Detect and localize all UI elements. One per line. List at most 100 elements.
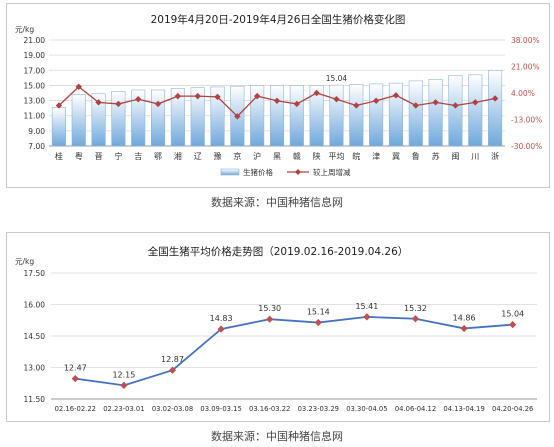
data-label: 12.15 bbox=[112, 370, 135, 379]
data-point bbox=[174, 92, 182, 100]
x-tick-label: 粤 bbox=[75, 151, 83, 161]
x-tick-label: 陕 bbox=[313, 151, 321, 161]
y-tick-left-label: 11.00 bbox=[24, 112, 46, 121]
bar bbox=[428, 79, 443, 147]
data-point bbox=[71, 375, 79, 383]
data-point bbox=[95, 99, 102, 106]
bar bbox=[190, 87, 205, 147]
x-tick-label: 皖 bbox=[352, 151, 360, 161]
x-tick-label: 宁 bbox=[114, 151, 122, 161]
x-tick-label: 沪 bbox=[253, 151, 261, 161]
data-point bbox=[353, 102, 360, 109]
data-point bbox=[115, 100, 122, 108]
bar bbox=[448, 75, 463, 147]
data-label: 14.86 bbox=[453, 313, 476, 322]
x-tick-label: 闽 bbox=[451, 152, 459, 161]
data-point bbox=[363, 313, 371, 321]
x-tick-label: 津 bbox=[372, 151, 380, 161]
x-tick-label: 03.02-03.08 bbox=[152, 405, 193, 413]
data-label: 15.04 bbox=[326, 74, 348, 83]
legend-label-price: 生猪价格 bbox=[243, 167, 273, 177]
data-point bbox=[266, 315, 274, 323]
bar bbox=[131, 89, 146, 147]
x-tick-label: 赣 bbox=[293, 151, 301, 161]
y-tick-right-label: 4.00% bbox=[511, 89, 535, 98]
bar bbox=[170, 88, 185, 147]
y-tick-label: 17.50 bbox=[24, 269, 46, 278]
x-tick-label: 湘 bbox=[174, 151, 182, 161]
bar bbox=[111, 91, 126, 147]
data-label: 15.32 bbox=[404, 304, 427, 313]
bar bbox=[369, 83, 384, 147]
data-point bbox=[509, 321, 517, 329]
x-tick-label: 晋 bbox=[95, 152, 103, 161]
source-caption-1: 数据来源：中国种猪信息网 bbox=[211, 196, 343, 209]
x-tick-label: 02.23-03.01 bbox=[103, 405, 144, 413]
bar bbox=[388, 82, 403, 147]
x-tick-label: 辽 bbox=[194, 152, 202, 161]
bar bbox=[289, 85, 304, 147]
data-label: 15.41 bbox=[355, 302, 378, 311]
bar bbox=[151, 89, 166, 147]
national-trend-chart: 全国生猪平均价格走势图（2019.02.16-2019.04.26） 元/kg 11… bbox=[15, 245, 537, 413]
data-point bbox=[234, 113, 241, 120]
source-caption-2: 数据来源：中国种猪信息网 bbox=[211, 430, 343, 443]
data-point bbox=[120, 381, 128, 389]
y-tick-left-label: 21.00 bbox=[24, 36, 46, 45]
bar bbox=[250, 85, 265, 147]
data-point bbox=[194, 92, 201, 100]
x-tick-label: 平均 bbox=[328, 151, 344, 161]
x-tick-label: 03.16-03.22 bbox=[249, 405, 290, 413]
y-axis-left-label: 元/kg bbox=[15, 25, 34, 34]
data-point bbox=[214, 93, 221, 101]
y-tick-left-label: 15.00 bbox=[24, 81, 46, 90]
data-point bbox=[314, 318, 322, 327]
x-tick-label: 03.23-03.29 bbox=[298, 405, 339, 413]
x-tick-label: 黑 bbox=[273, 152, 281, 161]
legend-swatch-change-marker bbox=[295, 169, 301, 175]
y-tick-left-label: 7.00 bbox=[28, 142, 45, 151]
x-tick-label: 京 bbox=[233, 151, 241, 161]
y-tick-label: 13.00 bbox=[24, 364, 46, 373]
legend-label-change: 较上周增减 bbox=[313, 167, 351, 177]
x-tick-label: 川 bbox=[471, 152, 479, 161]
x-tick-label: 04.06-04.12 bbox=[395, 405, 436, 413]
x-tick-label: 03.30-04.05 bbox=[346, 405, 387, 413]
y-tick-left-label: 9.00 bbox=[28, 127, 45, 136]
data-point bbox=[75, 83, 82, 90]
series-line-average-price bbox=[75, 315, 513, 387]
x-tick-label: 苏 bbox=[432, 151, 440, 161]
national-trend-chart-panel: 全国生猪平均价格走势图（2019.02.16-2019.04.26） 元/kg 11… bbox=[6, 232, 550, 422]
bar bbox=[468, 74, 483, 147]
data-point bbox=[135, 96, 142, 103]
bar bbox=[51, 107, 66, 147]
x-tick-label: 鄂 bbox=[154, 152, 162, 161]
y-axis-label: 元/kg bbox=[15, 257, 34, 266]
y-tick-label: 11.50 bbox=[24, 395, 46, 404]
y-tick-left-label: 19.00 bbox=[24, 51, 46, 60]
legend-swatch-price bbox=[220, 168, 240, 176]
data-point bbox=[372, 97, 380, 104]
chart-title: 2019年4月20日-2019年4月26日全国生猪价格变化图 bbox=[151, 13, 406, 26]
x-tick-label: 03.09-03.15 bbox=[200, 405, 241, 413]
data-point bbox=[472, 99, 479, 106]
bar bbox=[349, 84, 364, 147]
data-point bbox=[273, 97, 281, 104]
x-tick-label: 02.16-02.22 bbox=[55, 405, 96, 413]
data-label: 12.87 bbox=[161, 355, 184, 364]
bar bbox=[329, 84, 344, 147]
y-tick-left-label: 17.00 bbox=[24, 66, 46, 75]
data-point bbox=[491, 95, 499, 102]
y-tick-label: 16.00 bbox=[24, 301, 46, 310]
bar bbox=[210, 86, 225, 147]
data-point bbox=[253, 92, 261, 100]
bar bbox=[269, 85, 285, 147]
y-tick-left-label: 13.00 bbox=[24, 97, 46, 106]
bar bbox=[91, 93, 106, 147]
data-point bbox=[452, 102, 459, 109]
data-point bbox=[411, 315, 420, 323]
data-point bbox=[333, 96, 340, 103]
data-point bbox=[55, 102, 63, 109]
bar bbox=[408, 80, 423, 147]
